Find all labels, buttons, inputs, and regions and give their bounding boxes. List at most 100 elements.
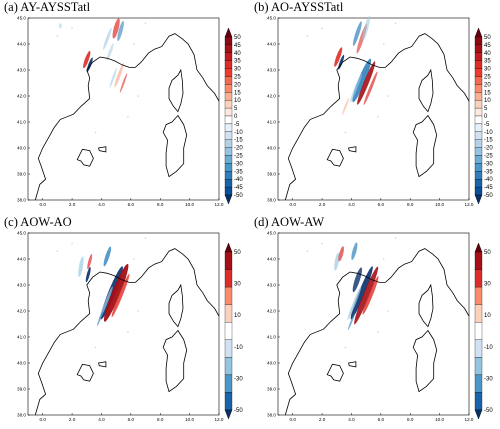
panel-title: (a) AY-AYSSTatl bbox=[4, 0, 91, 14]
map-panel-d: 0.0 2.0 4.0 6.0 8.0 10.0 12.0 45.0 44.0 43.0 42.0 4… bbox=[267, 231, 493, 422]
anomaly-streak bbox=[338, 246, 344, 262]
anomaly-streak bbox=[354, 266, 379, 325]
colorbar-segment bbox=[224, 286, 233, 305]
y-tick-label: 39.0 bbox=[267, 387, 276, 392]
colorbar-segment bbox=[224, 52, 233, 61]
colorbar-label: -15 bbox=[484, 138, 493, 144]
x-tick-label: 4.0 bbox=[98, 417, 105, 422]
anomaly-speck bbox=[321, 242, 323, 245]
anomaly-speck bbox=[344, 131, 347, 134]
x-tick-label: 10.0 bbox=[185, 417, 194, 422]
map-frame bbox=[277, 17, 470, 201]
colorbar-label: -30 bbox=[484, 161, 493, 167]
colorbar-bottom-arrow bbox=[224, 409, 233, 420]
anomaly-speck bbox=[137, 310, 139, 312]
anomaly-streak bbox=[83, 51, 91, 69]
colorbar-label: -40 bbox=[484, 177, 493, 183]
colorbar-segment bbox=[474, 60, 483, 69]
colorbar-label: 40 bbox=[484, 51, 491, 57]
panel-title: (c) AOW-AO bbox=[4, 215, 72, 229]
colorbar-segment bbox=[224, 115, 233, 125]
colorbar-label: -50 bbox=[484, 193, 493, 199]
coastline-mallorca bbox=[76, 363, 94, 382]
anomaly-streak bbox=[117, 20, 124, 42]
coastline-mallorca bbox=[326, 148, 344, 167]
colorbar-segment bbox=[474, 286, 483, 305]
colorbar-segment bbox=[474, 84, 483, 93]
panel-c: (c) AOW-AO 0.0 2.0 4.0 6.0 8.0 10.0 12.0 45.0 44… bbox=[0, 215, 250, 429]
anomaly-streak bbox=[362, 276, 379, 315]
panel-b: (b) AO-AYSSTatl 0.0 2.0 4.0 6.0 8.0 10.0 12.0 4… bbox=[250, 0, 500, 214]
y-tick-label: 41.0 bbox=[267, 120, 276, 125]
anomaly-speck bbox=[394, 22, 397, 25]
colorbar-label: 15 bbox=[234, 90, 241, 96]
colorbar-segment bbox=[224, 84, 233, 93]
colorbar-segment bbox=[474, 179, 483, 188]
colorbar-segment bbox=[224, 392, 233, 411]
colorbar-label: 25 bbox=[484, 75, 491, 81]
colorbar-segment bbox=[474, 100, 483, 109]
anomaly-speck bbox=[377, 331, 379, 333]
anomaly-streak bbox=[98, 286, 113, 321]
colorbar-segment bbox=[474, 68, 483, 77]
colorbar-segment bbox=[224, 44, 233, 53]
x-tick-label: 12.0 bbox=[215, 417, 224, 422]
colorbar-label: -50 bbox=[234, 193, 243, 199]
colorbar-label: 35 bbox=[484, 59, 491, 65]
colorbar-segment bbox=[224, 92, 233, 101]
coastline-corsica bbox=[418, 283, 434, 328]
colorbar-label: 5 bbox=[484, 106, 488, 112]
colorbar-segment bbox=[474, 76, 483, 85]
anomaly-speck bbox=[127, 331, 129, 333]
x-tick-label: 12.0 bbox=[465, 417, 474, 422]
colorbar-segment bbox=[224, 163, 233, 172]
y-tick-label: 41.0 bbox=[17, 335, 26, 340]
coastline-corsica bbox=[418, 68, 434, 113]
anomaly-speck bbox=[306, 250, 309, 252]
colorbar-label: -5 bbox=[234, 122, 240, 128]
colorbar-label: 10 bbox=[234, 313, 241, 319]
colorbar-segment bbox=[224, 68, 233, 77]
x-tick-label: 2.0 bbox=[69, 202, 76, 207]
colorbar-segment bbox=[224, 123, 233, 132]
colorbar-segment bbox=[224, 155, 233, 164]
x-tick-label: 0.0 bbox=[39, 417, 46, 422]
anomaly-streak bbox=[352, 267, 363, 293]
panel-title: (b) AO-AYSSTatl bbox=[254, 0, 344, 14]
anomaly-streak bbox=[111, 273, 130, 318]
map-panel-b: 0.0 2.0 4.0 6.0 8.0 10.0 12.0 45.0 44.0 43.0 42.0 4… bbox=[267, 16, 493, 207]
colorbar-label: 25 bbox=[234, 75, 241, 81]
colorbar-label: 30 bbox=[484, 67, 491, 73]
anomaly-streak bbox=[114, 62, 124, 88]
anomaly-streak bbox=[352, 21, 362, 46]
colorbar-segment bbox=[474, 36, 483, 46]
colorbar-label: -45 bbox=[234, 185, 243, 191]
colorbar-label: 45 bbox=[484, 43, 491, 49]
x-tick-label: 10.0 bbox=[185, 202, 194, 207]
colorbar-label: -35 bbox=[234, 169, 243, 175]
y-tick-label: 42.0 bbox=[267, 94, 276, 99]
coastline-mainland bbox=[284, 33, 470, 201]
y-tick-label: 41.0 bbox=[267, 335, 276, 340]
colorbar-label: -5 bbox=[484, 122, 490, 128]
colorbar-segment bbox=[474, 374, 483, 393]
colorbar-top-arrow bbox=[224, 242, 233, 253]
colorbar-label: 20 bbox=[484, 82, 491, 88]
x-tick-label: 10.0 bbox=[435, 202, 444, 207]
y-tick-label: 39.0 bbox=[267, 172, 276, 177]
anomaly-speck bbox=[94, 131, 97, 134]
y-tick-label: 39.0 bbox=[17, 172, 26, 177]
anomaly-speck bbox=[132, 43, 135, 45]
anomaly-speck bbox=[94, 346, 97, 349]
x-tick-label: 8.0 bbox=[407, 202, 414, 207]
colorbar-label: -10 bbox=[234, 345, 243, 351]
anomaly-speck bbox=[377, 116, 379, 118]
anomaly-speck bbox=[71, 242, 73, 245]
map-panel-a: 0.0 2.0 4.0 6.0 8.0 10.0 12.0 45.0 44.0 43.0 42.0 4… bbox=[17, 16, 243, 207]
colorbar-label: -45 bbox=[484, 185, 493, 191]
anomaly-streak bbox=[103, 263, 129, 322]
coastline-mainland bbox=[34, 33, 220, 201]
anomaly-streak bbox=[103, 246, 112, 267]
colorbar-label: 50 bbox=[484, 250, 491, 256]
panel-d: (d) AOW-AW 0.0 2.0 4.0 6.0 8.0 10.0 12.0 45.0 44… bbox=[250, 215, 500, 429]
